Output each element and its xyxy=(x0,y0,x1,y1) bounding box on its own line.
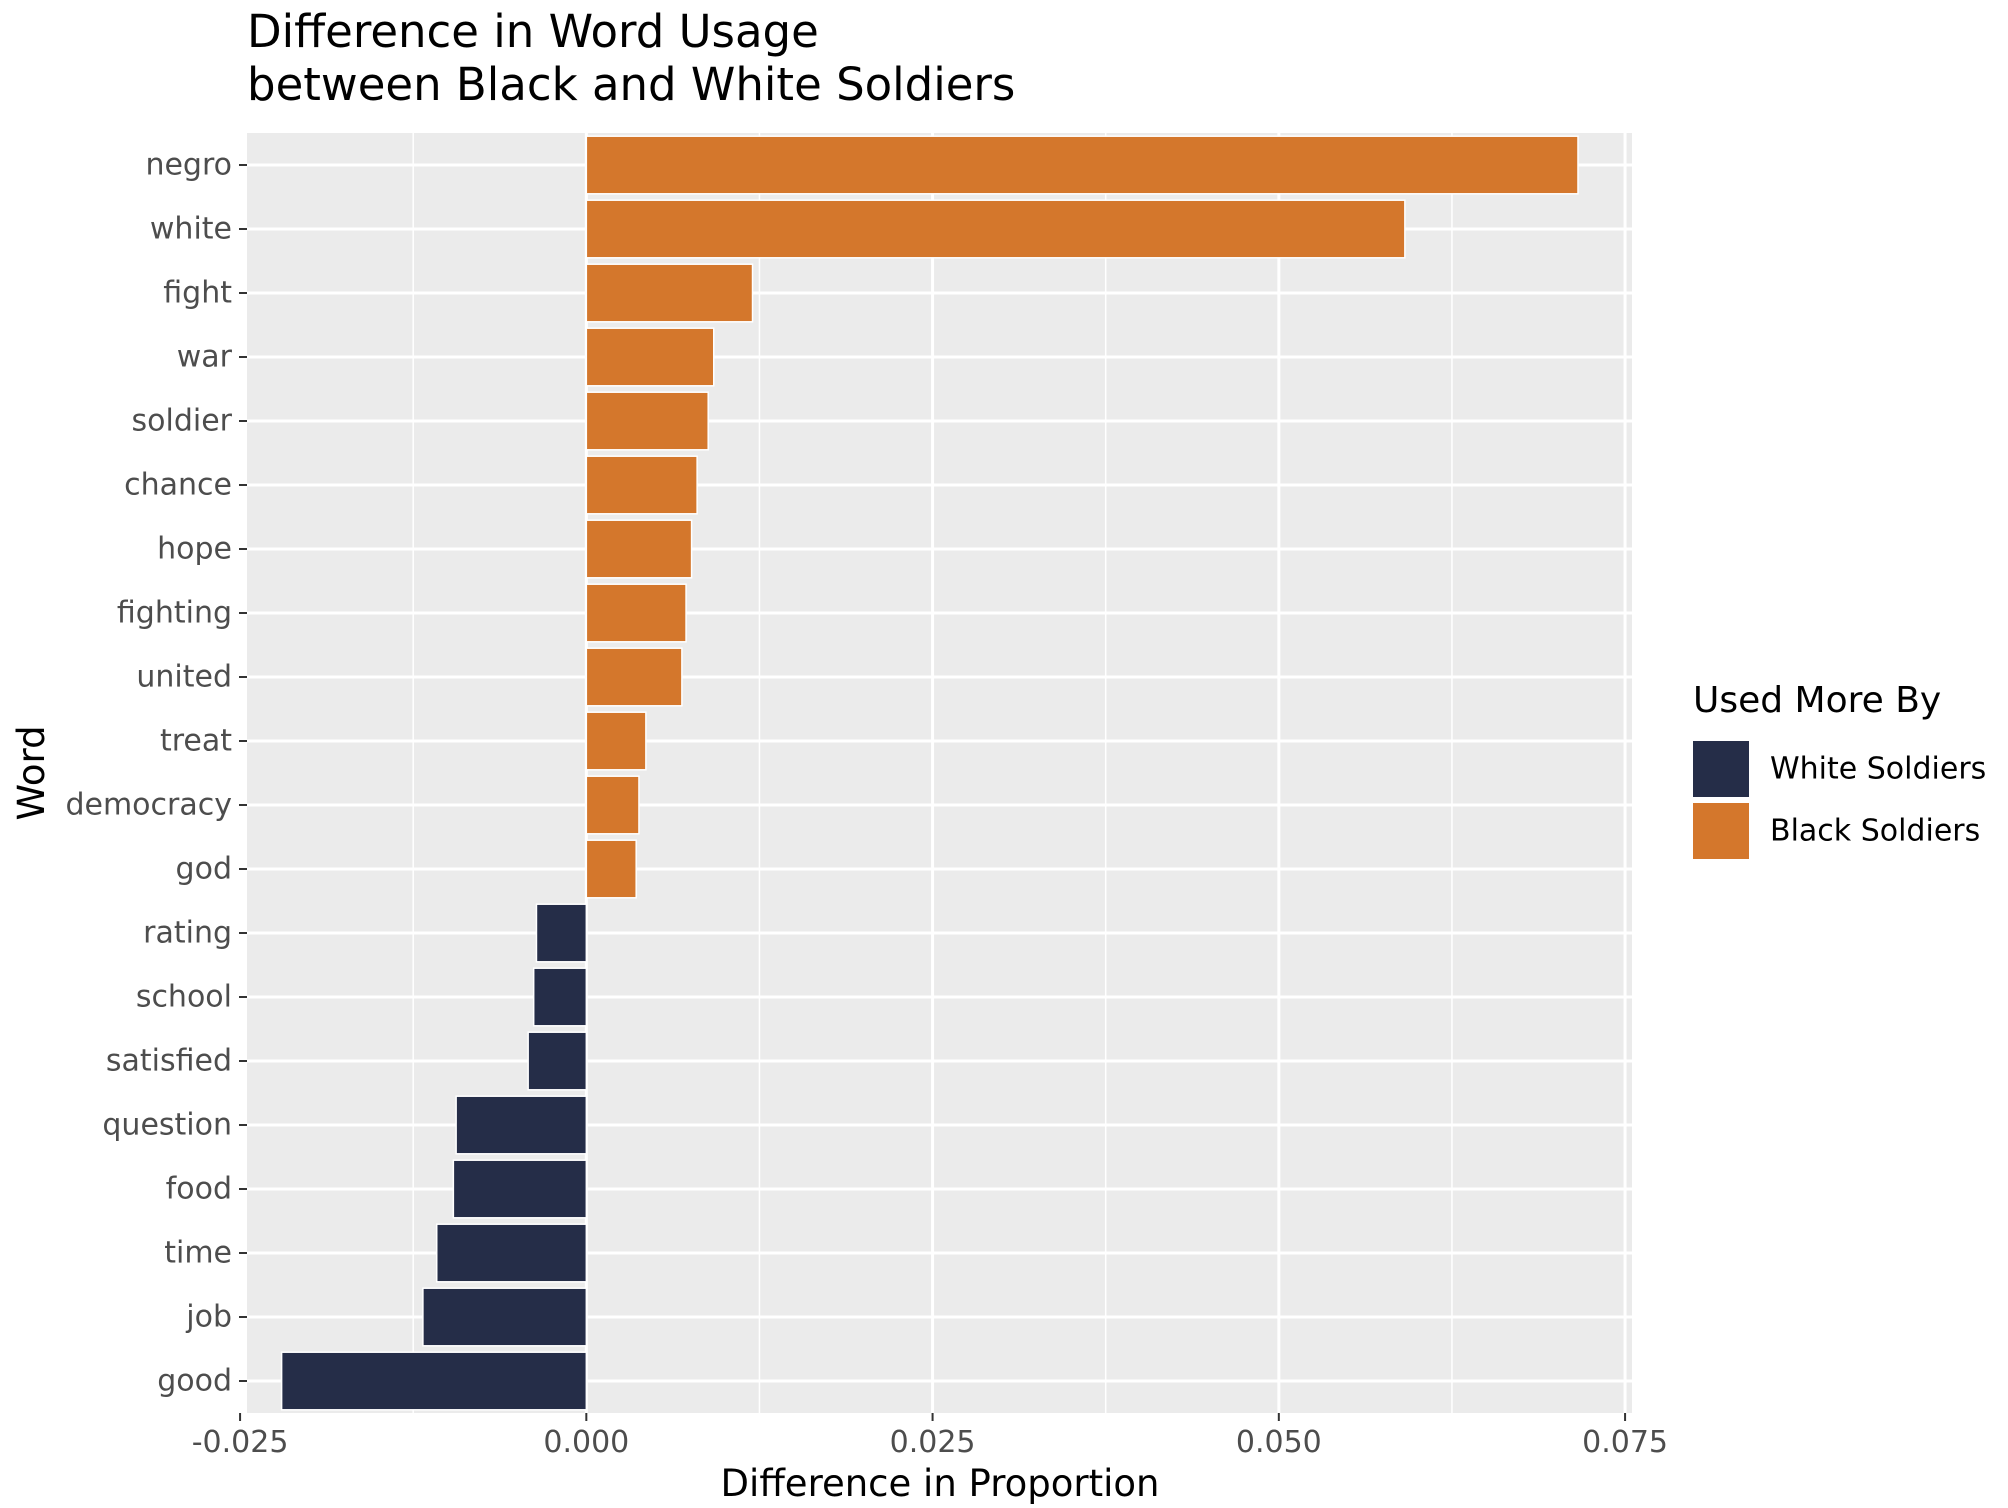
y-axis-title: Word xyxy=(10,725,53,820)
bar-negro xyxy=(585,135,1579,195)
y-tick-label: democracy xyxy=(65,788,232,823)
chart-title-line-1: Difference in Word Usage xyxy=(247,5,819,58)
bar-soldier xyxy=(585,391,709,451)
legend-entries: White Soldiers Black Soldiers xyxy=(1693,741,1986,859)
x-tick-label: 0.000 xyxy=(543,1425,629,1460)
y-tick-label: united xyxy=(136,660,232,695)
y-tick-label: rating xyxy=(143,916,232,951)
y-tick-label: soldier xyxy=(132,404,233,439)
y-tick-label: school xyxy=(136,980,232,1015)
y-axis: negro white fight war soldier chance hope fight… xyxy=(65,148,247,1399)
legend-label: Black Soldiers xyxy=(1770,814,1980,849)
bar-question xyxy=(455,1095,588,1155)
y-tick-label: god xyxy=(176,852,232,887)
bar-white xyxy=(585,199,1406,259)
legend: Used More By White Soldiers Black Soldier… xyxy=(1693,680,1986,859)
y-tick-label: food xyxy=(166,1172,232,1207)
bar-treat xyxy=(585,711,647,771)
y-tick-label: negro xyxy=(145,148,232,183)
legend-title: Used More By xyxy=(1693,680,1941,721)
bar-fighting xyxy=(585,583,687,643)
x-tick-label: 0.075 xyxy=(1582,1425,1668,1460)
x-tick-label: 0.025 xyxy=(890,1425,976,1460)
x-axis-title: Difference in Proportion xyxy=(721,1462,1160,1505)
bar-god xyxy=(585,839,637,899)
y-tick-label: white xyxy=(150,212,232,247)
plot-panel xyxy=(247,133,1632,1413)
y-tick-label: question xyxy=(102,1108,232,1143)
x-tick-label: -0.025 xyxy=(192,1425,289,1460)
bar-chance xyxy=(585,455,698,515)
bar-war xyxy=(585,327,715,387)
y-tick-label: satisfied xyxy=(106,1044,232,1079)
y-tick-label: time xyxy=(164,1236,232,1271)
bar-fight xyxy=(585,263,754,323)
y-tick-label: chance xyxy=(124,468,232,503)
bar-hope xyxy=(585,519,693,579)
bar-rating xyxy=(535,903,588,963)
y-tick-label: hope xyxy=(157,532,232,567)
bar-food xyxy=(452,1159,588,1219)
y-tick-label: fight xyxy=(163,276,232,311)
major-gridlines xyxy=(247,133,1632,1413)
y-tick-label: war xyxy=(177,340,233,375)
bars xyxy=(280,135,1579,1411)
legend-key xyxy=(1693,803,1749,859)
bar-job xyxy=(422,1287,588,1347)
bar-democracy xyxy=(585,775,640,835)
minor-gridlines xyxy=(412,133,1453,1413)
bar-satisfied xyxy=(527,1031,588,1091)
bar-time xyxy=(435,1223,588,1283)
bar-united xyxy=(585,647,683,707)
legend-label: White Soldiers xyxy=(1770,752,1986,787)
x-axis: -0.025 0.000 0.025 0.050 0.075 xyxy=(192,1413,1668,1460)
bar-school xyxy=(532,967,588,1027)
bar-good xyxy=(280,1351,588,1411)
y-tick-label: fighting xyxy=(117,596,232,631)
chart-title-line-2: between Black and White Soldiers xyxy=(247,58,1015,111)
y-tick-label: treat xyxy=(160,724,232,759)
x-tick-label: 0.050 xyxy=(1236,1425,1322,1460)
y-tick-label: good xyxy=(157,1364,232,1399)
legend-key xyxy=(1693,741,1749,797)
y-tick-label: job xyxy=(185,1300,232,1335)
